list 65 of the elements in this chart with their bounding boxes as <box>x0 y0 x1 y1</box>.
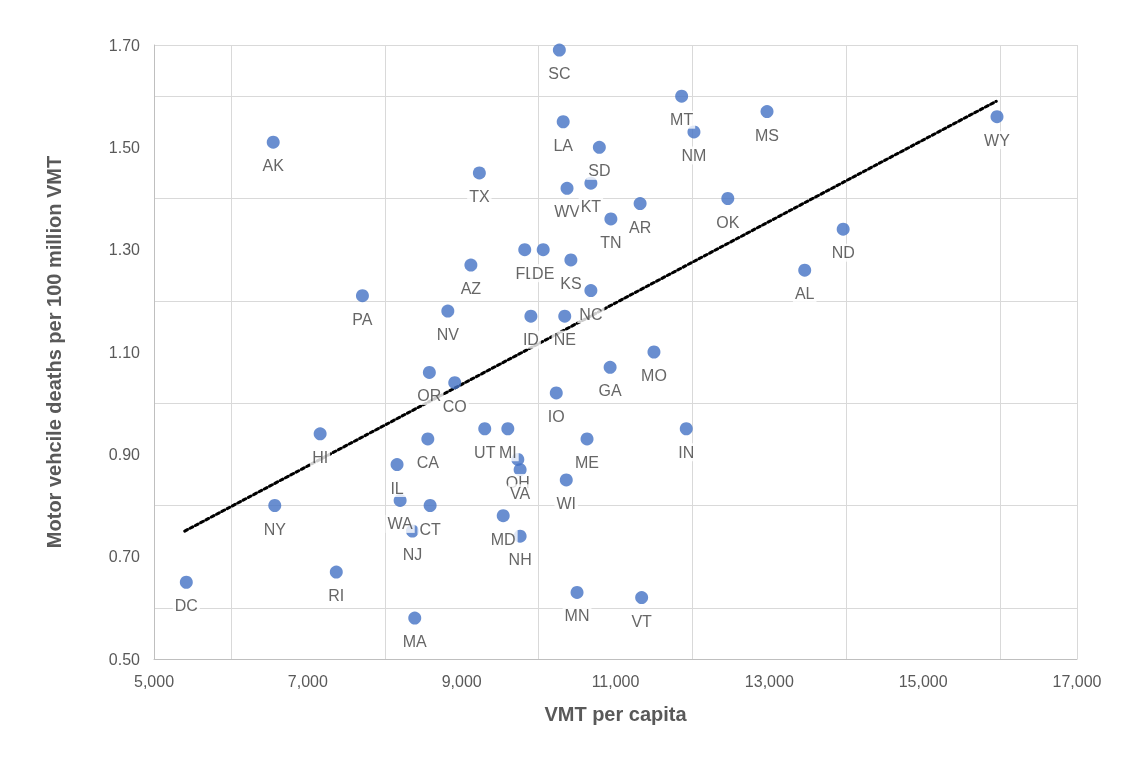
data-label: PA <box>352 310 373 328</box>
data-label: WA <box>387 515 414 533</box>
data-label: CT <box>419 520 442 538</box>
data-label: VT <box>631 612 653 630</box>
data-label: TN <box>600 233 622 251</box>
data-label: ID <box>522 331 539 349</box>
data-label: MA <box>402 633 428 651</box>
y-tick-label: 1.70 <box>108 36 141 54</box>
y-tick-label: 0.50 <box>108 650 141 668</box>
data-label: AK <box>262 157 285 175</box>
data-label: MI <box>498 443 517 461</box>
data-label: NC <box>579 305 603 323</box>
data-label: RI <box>328 587 345 605</box>
data-label: CO <box>442 397 467 415</box>
x-tick-label: 15,000 <box>898 672 948 690</box>
data-label: NM <box>681 146 707 164</box>
data-label: ND <box>831 244 855 262</box>
data-label: IO <box>547 407 565 425</box>
data-label: HI <box>312 448 329 466</box>
x-tick-label: 17,000 <box>1052 672 1102 690</box>
y-tick-label: 1.50 <box>108 138 141 156</box>
data-label: KT <box>580 198 602 216</box>
data-label: NH <box>508 551 532 569</box>
data-label: GA <box>598 382 622 400</box>
data-label: TX <box>469 187 490 205</box>
data-label: MN <box>564 607 590 625</box>
data-label: DE <box>532 264 555 282</box>
y-tick-label: 1.10 <box>108 343 141 361</box>
data-label: MT <box>670 111 694 129</box>
data-label: KS <box>560 274 582 292</box>
data-label: OK <box>716 213 740 231</box>
data-label: CA <box>416 453 440 471</box>
data-label: DC <box>174 597 198 615</box>
data-label: UT <box>474 443 496 461</box>
data-label: MS <box>755 126 780 144</box>
x-tick-label: 11,000 <box>591 672 640 690</box>
y-axis-title: Motor vehcile deaths per 100 million VMT <box>43 155 65 549</box>
data-label: NE <box>553 331 576 349</box>
data-label: SC <box>548 65 571 83</box>
data-label: NV <box>436 326 460 344</box>
data-label: NJ <box>402 546 423 564</box>
data-label: AR <box>629 218 652 236</box>
x-tick-label: 13,000 <box>744 672 794 690</box>
x-tick-label: 9,000 <box>441 672 482 690</box>
data-label: WV <box>554 203 581 221</box>
data-label: FL <box>515 264 535 282</box>
data-label: LA <box>553 136 574 154</box>
x-tick-label: 7,000 <box>287 672 328 690</box>
x-tick-label: 5,000 <box>133 672 175 690</box>
data-label: MO <box>641 367 667 384</box>
data-label: ME <box>575 453 600 471</box>
data-label: IN <box>678 443 695 461</box>
data-label: SD <box>588 162 611 180</box>
y-tick-label: 0.90 <box>108 445 141 463</box>
data-label: WY <box>984 131 1011 149</box>
data-label: WI <box>556 494 577 512</box>
data-label: NY <box>263 520 287 538</box>
data-label: OR <box>417 387 442 405</box>
data-label: IL <box>390 479 404 497</box>
x-axis-title: VMT per capita <box>544 703 688 725</box>
y-tick-label: 1.30 <box>108 241 141 259</box>
data-label: MD <box>490 530 516 548</box>
data-label: AZ <box>460 280 482 298</box>
data-label: AL <box>794 285 815 303</box>
y-tick-label: 0.70 <box>108 548 141 566</box>
